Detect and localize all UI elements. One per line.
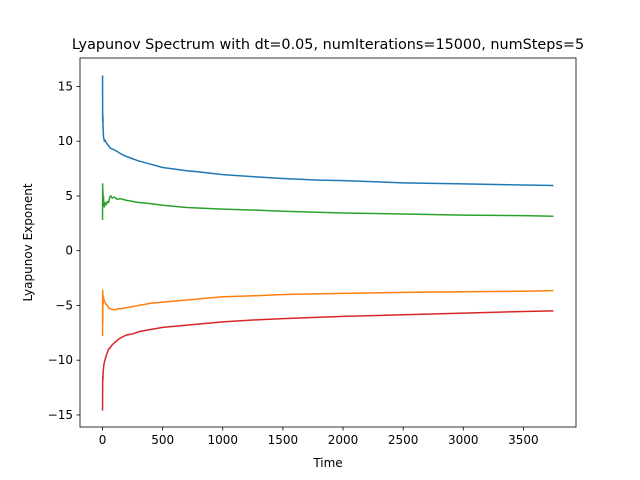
series-line-4 bbox=[101, 310, 554, 411]
y-tick-label: −10 bbox=[48, 353, 73, 367]
y-tick-label: −5 bbox=[55, 298, 73, 312]
plot-lines bbox=[101, 75, 554, 411]
x-tick-label: 1000 bbox=[208, 433, 239, 447]
series-line-2 bbox=[101, 183, 554, 221]
series-line-3 bbox=[101, 289, 554, 337]
plot-frame bbox=[79, 57, 577, 428]
x-axis-label: Time bbox=[312, 456, 342, 470]
chart-title: Lyapunov Spectrum with dt=0.05, numItera… bbox=[72, 37, 584, 53]
series-line-1 bbox=[101, 75, 554, 187]
x-tick-label: 3000 bbox=[448, 433, 479, 447]
y-tick-label: 15 bbox=[58, 79, 73, 93]
x-tick-label: 2000 bbox=[328, 433, 359, 447]
x-axis: 0 500 1000 1500 2000 2500 3000 3500 bbox=[99, 427, 539, 447]
x-tick-label: 500 bbox=[151, 433, 174, 447]
y-axis-label: Lyapunov Exponent bbox=[21, 183, 35, 301]
x-tick-label: 1500 bbox=[268, 433, 299, 447]
x-tick-label: 0 bbox=[99, 433, 107, 447]
y-tick-label: −15 bbox=[48, 408, 73, 422]
y-tick-label: 0 bbox=[65, 244, 73, 258]
y-axis: −15 −10 −5 0 5 10 15 bbox=[48, 79, 80, 422]
y-tick-label: 5 bbox=[65, 189, 73, 203]
x-tick-label: 3500 bbox=[508, 433, 539, 447]
x-tick-label: 2500 bbox=[388, 433, 419, 447]
y-tick-label: 10 bbox=[58, 134, 73, 148]
